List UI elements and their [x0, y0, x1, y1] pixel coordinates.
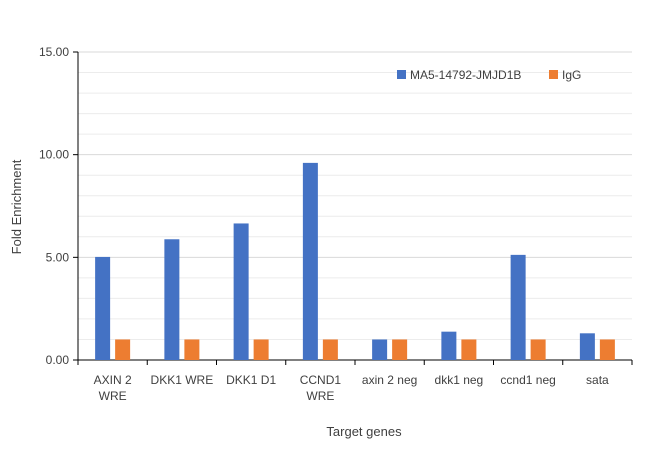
- bar-igg: [392, 339, 408, 360]
- bar-primary: [95, 256, 111, 360]
- bar-igg: [530, 339, 546, 360]
- x-tick-label: sata: [586, 373, 609, 387]
- legend-label: MA5-14792-JMJD1B: [410, 68, 521, 82]
- x-tick-label: DKK1 WRE: [151, 373, 214, 387]
- legend-swatch: [397, 70, 406, 79]
- x-tick-label: ccnd1 neg: [500, 373, 555, 387]
- bar-primary: [510, 254, 526, 360]
- bar-igg: [115, 339, 131, 360]
- bar-igg: [322, 339, 338, 360]
- legend-label: IgG: [562, 68, 581, 82]
- x-tick-label: AXIN 2 WRE: [94, 373, 132, 403]
- bar-primary: [579, 333, 595, 360]
- y-tick-label: 15.00: [39, 45, 69, 59]
- gridlines: [78, 51, 632, 340]
- tick-labels: 0.00 5.00 10.00 15.00 AXIN 2 WRE DKK1 WRE DKK1 …: [39, 45, 609, 403]
- y-axis-label: Fold Enrichment: [9, 159, 24, 254]
- bar-igg: [599, 339, 615, 360]
- axes: [73, 51, 633, 365]
- x-tick-label: dkk1 neg: [435, 373, 484, 387]
- x-axis-label: Target genes: [326, 424, 402, 439]
- x-tick-label: CCND1 WRE: [300, 373, 342, 403]
- x-tick-label: axin 2 neg: [362, 373, 417, 387]
- bar-igg: [184, 339, 200, 360]
- y-tick-label: 10.00: [39, 148, 69, 162]
- legend: MA5-14792-JMJD1B IgG: [397, 68, 581, 82]
- y-tick-label: 5.00: [46, 250, 70, 264]
- legend-swatch: [549, 70, 558, 79]
- bar-igg: [461, 339, 477, 360]
- y-tick-label: 0.00: [46, 353, 70, 367]
- bar-primary: [372, 339, 388, 360]
- bar-primary: [164, 239, 180, 360]
- bar-primary: [233, 223, 249, 360]
- bar-primary: [441, 331, 457, 360]
- bar-igg: [253, 339, 269, 360]
- bars: [95, 162, 615, 360]
- x-tick-label: DKK1 D1: [226, 373, 276, 387]
- bar-primary: [302, 162, 318, 360]
